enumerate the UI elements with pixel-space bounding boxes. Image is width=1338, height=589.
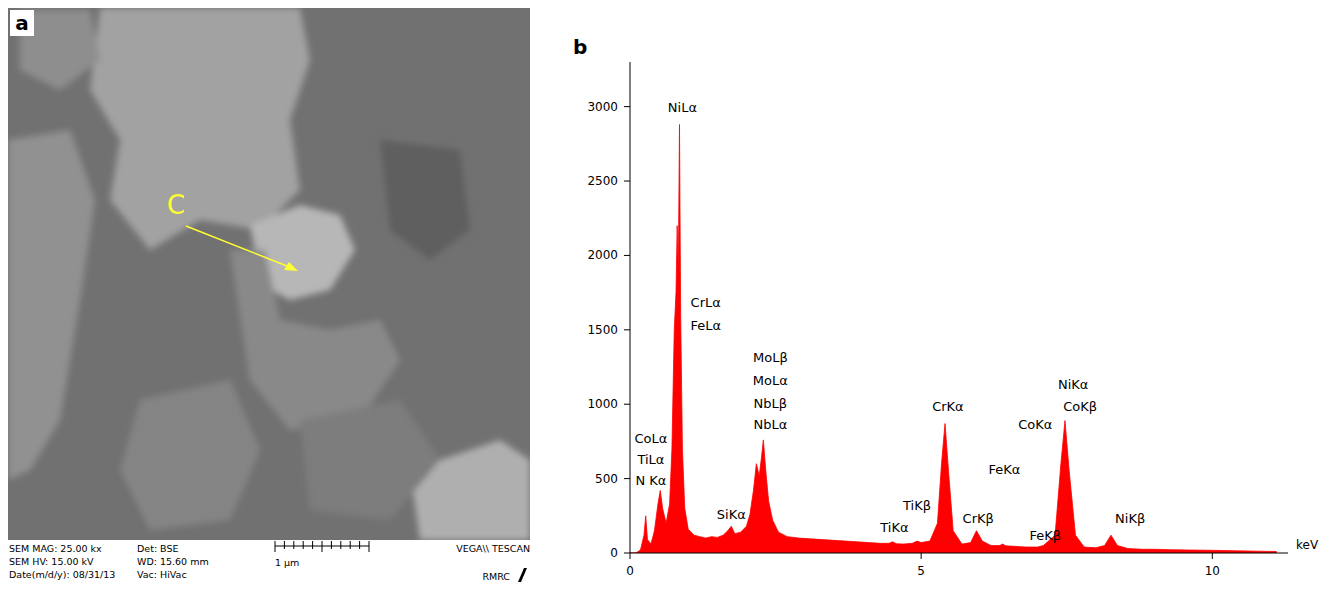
axes bbox=[624, 62, 1288, 559]
y-tick-label: 1000 bbox=[587, 397, 618, 411]
annotation-arrow bbox=[186, 226, 292, 268]
x-tick-label: 10 bbox=[1205, 564, 1220, 578]
sem-info: SEM HV: 15.00 kV bbox=[9, 556, 94, 567]
y-tick-label: 2000 bbox=[587, 248, 618, 262]
peak-label: MoLα bbox=[753, 373, 788, 388]
scale-bar-tick bbox=[303, 541, 304, 549]
annotation-arrowhead bbox=[284, 262, 298, 271]
peak-label: SiKα bbox=[717, 507, 746, 522]
scale-bar-tick bbox=[312, 541, 313, 549]
peak-label: NiLα bbox=[668, 100, 697, 115]
x-axis-title: keV bbox=[1296, 538, 1319, 552]
spectrum bbox=[630, 124, 1276, 553]
scale-bar-tick bbox=[322, 541, 323, 552]
y-tick-label: 1500 bbox=[587, 323, 618, 337]
y-axis bbox=[630, 62, 631, 553]
peak-label: NbLα bbox=[753, 417, 787, 432]
x-tick bbox=[921, 553, 922, 559]
panel-label: b bbox=[573, 35, 587, 59]
y-tick-label: 3000 bbox=[587, 100, 618, 114]
scale-bar-tick bbox=[284, 541, 285, 549]
sem-image bbox=[8, 8, 530, 540]
x-axis bbox=[630, 553, 1288, 554]
peak-label: N Kα bbox=[635, 473, 666, 488]
panel-label-bg bbox=[10, 10, 34, 36]
scale-bar-tick bbox=[275, 541, 276, 552]
scale-bar-tick bbox=[369, 541, 370, 552]
peak-label: CrKα bbox=[932, 399, 964, 414]
peak-label: MoLβ bbox=[753, 350, 788, 365]
sem-info: 1 μm bbox=[275, 557, 299, 568]
x-tick bbox=[1212, 553, 1213, 559]
sem-info: WD: 15.60 mm bbox=[137, 556, 209, 567]
background bbox=[0, 0, 1338, 589]
y-tick-label: 500 bbox=[595, 472, 618, 486]
y-tick bbox=[624, 404, 630, 405]
peak-label: TiLα bbox=[636, 452, 664, 467]
peak-label: TiKβ bbox=[902, 498, 931, 513]
sem-info: VEGA\\ TESCAN bbox=[456, 543, 530, 554]
y-tick-label: 0 bbox=[610, 546, 618, 560]
scale-bar-tick bbox=[293, 541, 294, 549]
peak-label: CoLα bbox=[635, 431, 668, 446]
sem-info: RMRC bbox=[482, 571, 510, 582]
sem-info: Det: BSE bbox=[137, 543, 179, 554]
x-tick bbox=[630, 553, 631, 559]
y-tick bbox=[624, 329, 630, 330]
panel-label: a bbox=[15, 11, 29, 35]
scale-bar-tick bbox=[359, 541, 360, 549]
peak-label: FeKβ bbox=[1029, 528, 1061, 543]
logo-mark bbox=[518, 568, 527, 582]
annotation-label: C bbox=[167, 190, 185, 220]
peak-label: FeKα bbox=[988, 462, 1020, 477]
peak-label: NiKβ bbox=[1115, 511, 1145, 526]
peak-label: CrKβ bbox=[963, 511, 994, 526]
plot-marks bbox=[630, 124, 1276, 553]
peak-label: TiKα bbox=[879, 520, 908, 535]
sem-info: SEM MAG: 25.00 kx bbox=[9, 543, 102, 554]
scale-bar-tick bbox=[340, 541, 341, 549]
peak-label: CoKβ bbox=[1063, 399, 1097, 414]
sem-blobs bbox=[8, 8, 530, 540]
y-tick bbox=[624, 255, 630, 256]
peak-label: NiKα bbox=[1058, 377, 1088, 392]
peak-label: CrLα bbox=[691, 295, 721, 310]
sem-ground bbox=[8, 8, 530, 540]
scale-bar-tick bbox=[350, 541, 351, 549]
y-tick-label: 2500 bbox=[587, 174, 618, 188]
peak-label: FeLα bbox=[690, 318, 721, 333]
sem-grain bbox=[8, 8, 530, 540]
y-tick bbox=[624, 478, 630, 479]
x-tick-label: 5 bbox=[917, 564, 925, 578]
peak-label: CoKα bbox=[1018, 417, 1052, 432]
y-tick bbox=[624, 553, 630, 554]
y-tick bbox=[624, 106, 630, 107]
x-tick-label: 0 bbox=[626, 564, 634, 578]
peak-label: NbLβ bbox=[754, 396, 788, 411]
sem-info: Date(m/d/y): 08/31/13 bbox=[9, 569, 115, 580]
scale-bar-tick bbox=[331, 541, 332, 549]
sem-info: Vac: HiVac bbox=[137, 569, 187, 580]
y-tick bbox=[624, 181, 630, 182]
figure: a C SEM MAG: 25.00 kx SEM HV: 15.00 kV Date(… bbox=[0, 0, 1338, 589]
scale-bar bbox=[275, 541, 369, 552]
